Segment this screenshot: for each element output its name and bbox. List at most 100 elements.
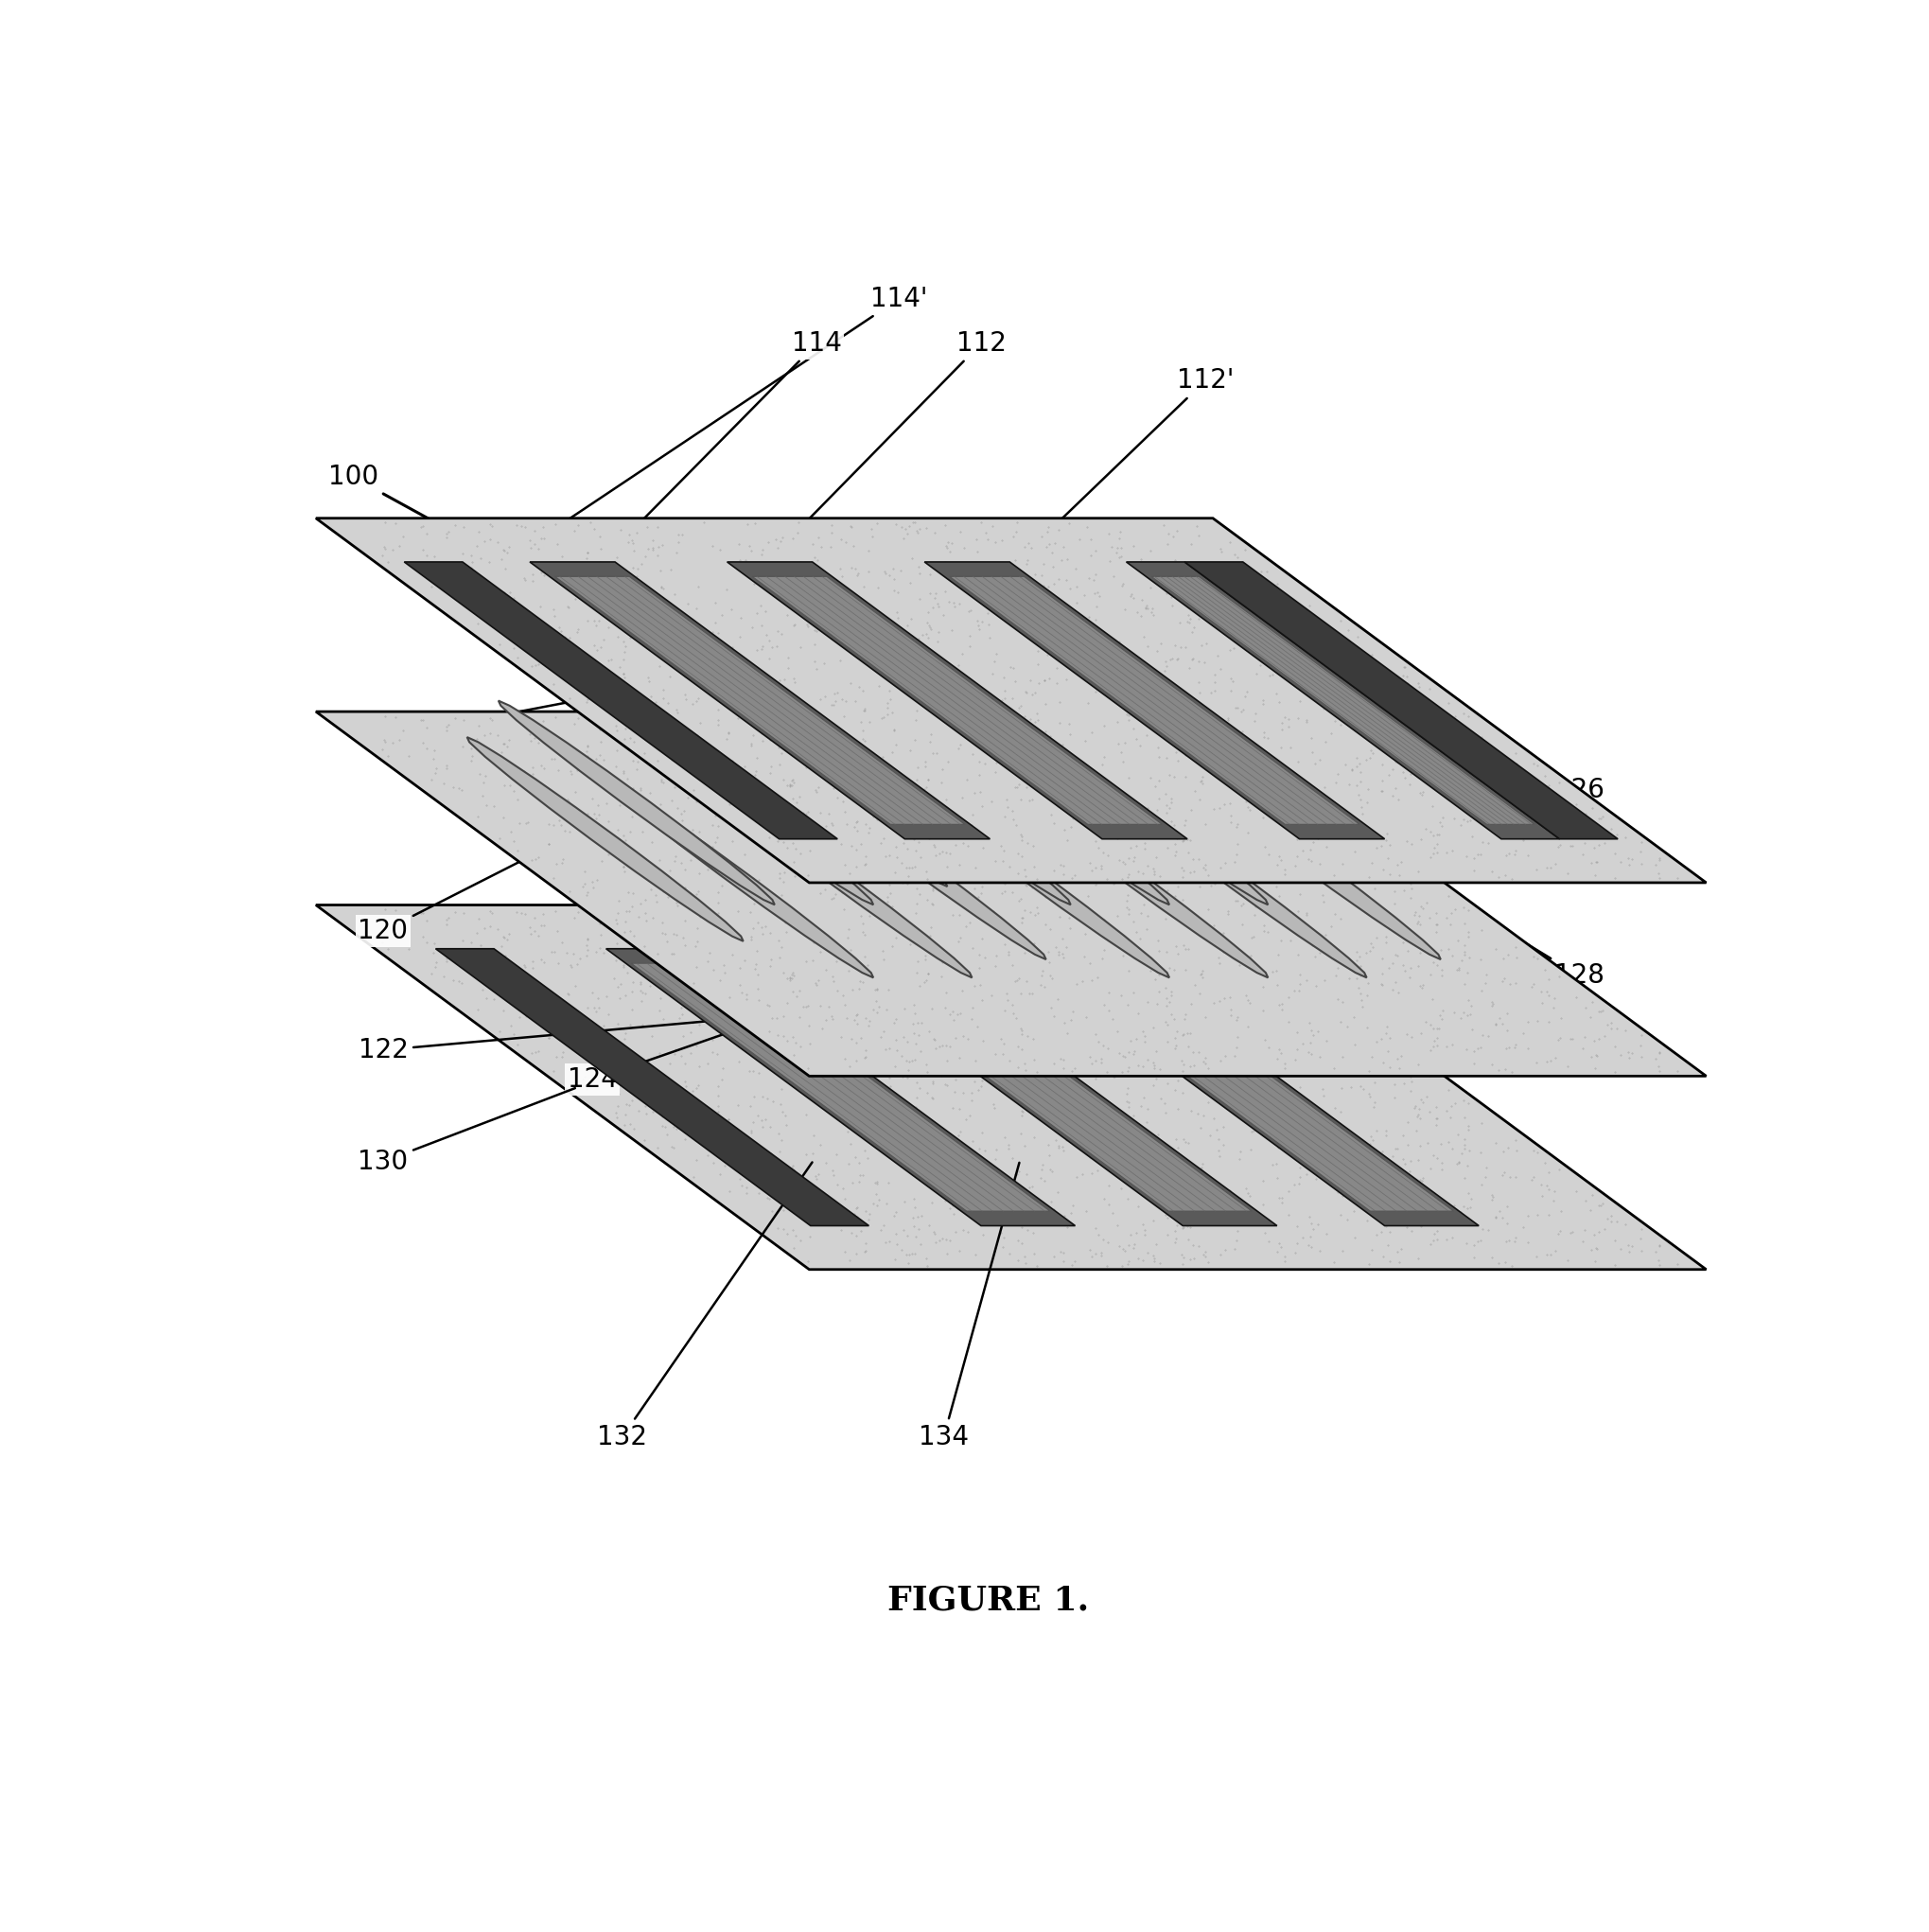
Point: [718, 939, 748, 970]
Point: [1219, 999, 1250, 1030]
Point: [1535, 852, 1566, 883]
Point: [1300, 1134, 1331, 1165]
Point: [372, 740, 403, 771]
Point: [930, 896, 961, 927]
Point: [646, 748, 677, 779]
Point: [932, 682, 963, 713]
Point: [739, 1107, 770, 1138]
Point: [754, 1030, 785, 1061]
Point: [1516, 779, 1547, 810]
Point: [664, 713, 694, 744]
Point: [556, 755, 586, 786]
Point: [608, 837, 638, 867]
Point: [1038, 954, 1069, 985]
Point: [880, 896, 910, 927]
Point: [1402, 668, 1433, 699]
Point: [1236, 728, 1267, 759]
Point: [1132, 985, 1163, 1016]
Point: [918, 1068, 949, 1099]
Point: [511, 1001, 542, 1032]
Point: [924, 838, 955, 869]
Point: [1325, 605, 1356, 636]
Point: [934, 1032, 964, 1063]
Point: [1437, 703, 1468, 734]
Point: [519, 529, 550, 560]
Point: [642, 724, 673, 755]
Point: [1032, 742, 1063, 773]
Point: [1007, 1034, 1038, 1065]
Point: [1192, 980, 1223, 1010]
Point: [818, 690, 849, 721]
Point: [1047, 939, 1078, 970]
Point: [602, 972, 633, 1003]
Point: [799, 1034, 829, 1065]
Point: [571, 736, 602, 767]
Point: [774, 777, 804, 808]
Point: [1182, 976, 1213, 1007]
Point: [1022, 829, 1053, 860]
Point: [1130, 976, 1161, 1007]
Point: [1240, 1045, 1271, 1076]
Point: [1283, 1132, 1314, 1163]
Point: [1248, 835, 1279, 866]
Point: [733, 1055, 764, 1086]
Point: [1570, 1022, 1601, 1053]
Point: [1007, 709, 1038, 740]
Point: [831, 786, 862, 817]
Point: [496, 1010, 527, 1041]
Point: [801, 653, 831, 684]
Point: [1190, 854, 1221, 885]
Point: [1263, 989, 1294, 1020]
Point: [1061, 775, 1092, 806]
Point: [1221, 692, 1252, 723]
Point: [1310, 771, 1341, 802]
Point: [571, 686, 602, 717]
Point: [1204, 985, 1235, 1016]
Point: [1161, 516, 1192, 547]
Point: [725, 782, 756, 813]
Point: [772, 962, 802, 993]
Point: [980, 1034, 1011, 1065]
Point: [1198, 667, 1229, 697]
Point: [752, 891, 783, 922]
Point: [1013, 978, 1044, 1009]
Point: [914, 1016, 945, 1047]
Point: [1420, 705, 1451, 736]
Point: [837, 974, 868, 1005]
Point: [1296, 1233, 1327, 1264]
Point: [882, 835, 912, 866]
Point: [1283, 703, 1314, 734]
Point: [891, 518, 922, 549]
Point: [652, 881, 683, 912]
Point: [947, 956, 978, 987]
Point: [1094, 1171, 1125, 1202]
Point: [1209, 1177, 1240, 1208]
Point: [841, 815, 872, 846]
Point: [818, 767, 849, 798]
Point: [712, 767, 743, 798]
Point: [1065, 910, 1096, 941]
Point: [799, 541, 829, 572]
Point: [1132, 1018, 1163, 1049]
Point: [1026, 763, 1057, 794]
Point: [367, 541, 397, 572]
Point: [984, 978, 1015, 1009]
Point: [1179, 856, 1209, 887]
Point: [534, 810, 565, 840]
Point: [457, 933, 488, 964]
Point: [797, 529, 828, 560]
Point: [1263, 688, 1294, 719]
Point: [513, 719, 544, 750]
Point: [644, 995, 675, 1026]
Point: [1003, 962, 1034, 993]
Point: [700, 800, 731, 831]
Point: [579, 678, 610, 709]
Point: [999, 773, 1030, 804]
Point: [868, 993, 899, 1024]
Point: [432, 518, 463, 549]
Point: [1586, 997, 1617, 1028]
Point: [939, 1215, 970, 1246]
Point: [1109, 922, 1140, 952]
Point: [1535, 1238, 1566, 1269]
Point: [1273, 1097, 1304, 1128]
